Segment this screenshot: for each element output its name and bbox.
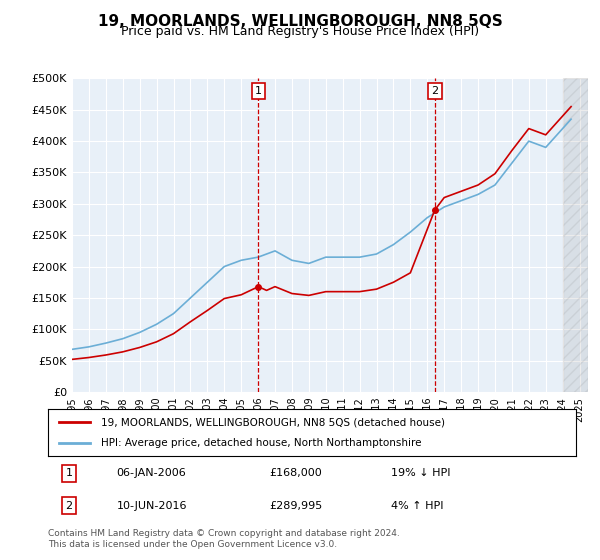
- Text: 4% ↑ HPI: 4% ↑ HPI: [391, 501, 444, 511]
- Text: Price paid vs. HM Land Registry's House Price Index (HPI): Price paid vs. HM Land Registry's House …: [121, 25, 479, 38]
- Text: £168,000: £168,000: [270, 468, 323, 478]
- Text: £289,995: £289,995: [270, 501, 323, 511]
- Text: 1: 1: [65, 468, 73, 478]
- Text: 1: 1: [255, 86, 262, 96]
- Text: 2: 2: [431, 86, 438, 96]
- Text: 19, MOORLANDS, WELLINGBOROUGH, NN8 5QS: 19, MOORLANDS, WELLINGBOROUGH, NN8 5QS: [98, 14, 502, 29]
- Text: 10-JUN-2016: 10-JUN-2016: [116, 501, 187, 511]
- Text: 06-JAN-2006: 06-JAN-2006: [116, 468, 187, 478]
- Text: 19% ↓ HPI: 19% ↓ HPI: [391, 468, 451, 478]
- Bar: [563, 78, 588, 392]
- Text: 2: 2: [65, 501, 73, 511]
- Text: Contains HM Land Registry data © Crown copyright and database right 2024.
This d: Contains HM Land Registry data © Crown c…: [48, 529, 400, 549]
- Text: 19, MOORLANDS, WELLINGBOROUGH, NN8 5QS (detached house): 19, MOORLANDS, WELLINGBOROUGH, NN8 5QS (…: [101, 417, 445, 427]
- Text: HPI: Average price, detached house, North Northamptonshire: HPI: Average price, detached house, Nort…: [101, 438, 421, 448]
